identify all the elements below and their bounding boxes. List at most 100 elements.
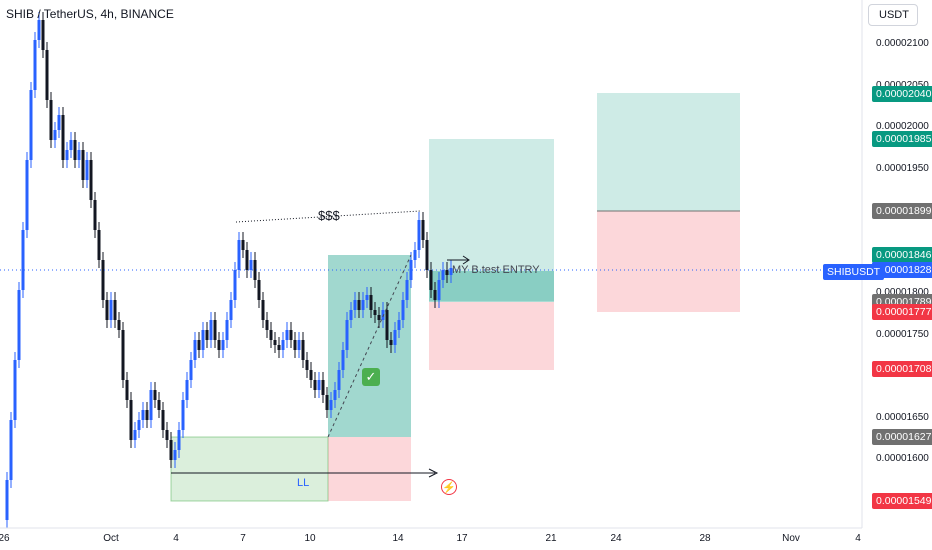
candle-body xyxy=(29,90,33,160)
candle-body xyxy=(341,350,345,370)
date-tick-label: 17 xyxy=(456,533,468,544)
checkmark-icon: ✓ xyxy=(362,368,380,386)
price-badge: 0.00001985 xyxy=(872,131,932,148)
candle-body xyxy=(245,250,249,270)
candle-body xyxy=(25,160,29,230)
candle-body xyxy=(385,310,389,340)
candle-body xyxy=(401,300,405,320)
candle-body xyxy=(105,300,109,320)
candle-body xyxy=(85,160,89,180)
candle-body xyxy=(225,320,229,340)
candle-body xyxy=(269,330,273,340)
liquidity-label[interactable]: $$$ xyxy=(318,208,340,223)
date-tick-label: 10 xyxy=(304,533,316,544)
candle-body xyxy=(93,200,97,230)
currency-button[interactable]: USDT xyxy=(868,4,918,26)
price-tick-label: 0.00001600 xyxy=(876,453,929,464)
price-badge: 0.00002040 xyxy=(872,85,932,102)
candle-body xyxy=(129,400,133,440)
candle-body xyxy=(153,390,157,400)
candle-body xyxy=(397,320,401,330)
candle-body xyxy=(229,300,233,320)
candle-body xyxy=(149,390,153,420)
candle-body xyxy=(233,270,237,300)
long-position-profit[interactable] xyxy=(328,255,411,437)
candle-body xyxy=(237,240,241,270)
candle-body xyxy=(209,320,213,340)
position-zones[interactable] xyxy=(170,93,740,502)
candle-body xyxy=(277,345,281,350)
target-position-profit[interactable] xyxy=(597,93,740,211)
candle-body xyxy=(173,450,177,460)
candle-body xyxy=(177,430,181,450)
price-tick-label: 0.00002100 xyxy=(876,38,929,49)
candle-body xyxy=(417,220,421,250)
backtest-entry-fill[interactable] xyxy=(429,271,554,302)
candle-body xyxy=(381,310,385,320)
candle-body xyxy=(145,410,149,420)
candle-body xyxy=(421,220,425,240)
lower-low-label[interactable]: LL xyxy=(297,477,310,489)
price-tick-label: 0.00001950 xyxy=(876,162,929,174)
liquidity-trendline[interactable] xyxy=(235,210,421,223)
date-tick-label: 28 xyxy=(699,533,711,544)
candle-body xyxy=(357,300,361,310)
long-position-loss[interactable] xyxy=(328,437,411,501)
candle-body xyxy=(61,115,65,160)
candle-body xyxy=(333,390,337,400)
candle-body xyxy=(73,140,77,160)
candle-body xyxy=(37,20,41,40)
candle-body xyxy=(9,420,13,480)
candlestick-series xyxy=(5,12,453,528)
candle-body xyxy=(241,240,245,250)
price-tick-label: 0.00001800 xyxy=(876,287,929,298)
candle-body xyxy=(329,400,333,410)
chart-drawings[interactable] xyxy=(0,210,862,478)
date-tick-label: 24 xyxy=(610,533,622,544)
lightning-icon[interactable]: ⚡ xyxy=(441,479,457,495)
candle-body xyxy=(425,240,429,270)
candle-body xyxy=(97,230,101,260)
target-position-loss[interactable] xyxy=(597,211,740,312)
candle-body xyxy=(33,40,37,90)
candle-body xyxy=(69,140,73,150)
candle-body xyxy=(125,380,129,400)
candle-body xyxy=(193,340,197,360)
candle-body xyxy=(133,430,137,440)
candle-body xyxy=(13,360,17,420)
candle-body xyxy=(165,430,169,440)
candle-body xyxy=(289,330,293,340)
candle-body xyxy=(113,300,117,320)
candle-body xyxy=(181,400,185,430)
price-tick-label: 0.00001750 xyxy=(876,328,929,340)
candle-body xyxy=(305,360,309,370)
candle-body xyxy=(313,380,317,390)
date-tick-label: 21 xyxy=(545,533,557,544)
candle-body xyxy=(5,480,9,520)
candle-body xyxy=(53,130,57,140)
candle-body xyxy=(141,410,145,420)
price-badge: 0.00001549 xyxy=(872,493,932,510)
candle-body xyxy=(81,150,85,180)
candle-body xyxy=(349,310,353,320)
candle-body xyxy=(265,320,269,330)
candle-body xyxy=(433,290,437,300)
price-tick-label: 0.00002000 xyxy=(876,121,929,132)
backtest-position-loss[interactable] xyxy=(429,302,554,370)
symbol-title[interactable]: SHIB / TetherUS, 4h, BINANCE xyxy=(6,7,174,21)
symbol-price-badge: SHIBUSDT xyxy=(823,264,885,280)
candle-body xyxy=(249,260,253,270)
date-tick-label: Nov xyxy=(782,533,800,544)
candle-body xyxy=(285,330,289,340)
candle-body xyxy=(205,330,209,340)
price-tick-label: 0.00001650 xyxy=(876,411,929,423)
price-tick-label: 0.00002050 xyxy=(876,80,929,91)
candle-body xyxy=(297,340,301,350)
entry-label[interactable]: MY B.test ENTRY xyxy=(452,264,540,276)
date-tick-label: Oct xyxy=(103,533,119,544)
date-tick-label: 7 xyxy=(240,533,246,544)
candle-body xyxy=(337,370,341,390)
arrowhead-icon xyxy=(462,255,470,265)
demand-zone[interactable] xyxy=(170,436,329,502)
